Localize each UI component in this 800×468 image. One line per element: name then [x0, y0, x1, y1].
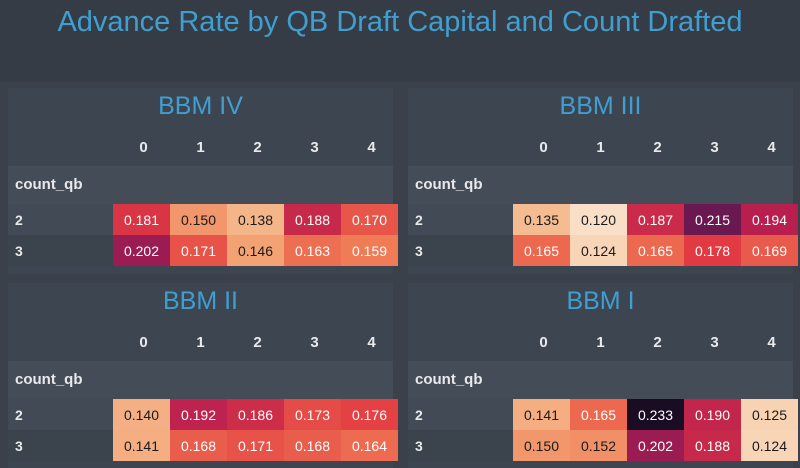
- heatmap-cell: 0.188: [284, 204, 341, 235]
- heatmap-panel: BBM IV 0 1 2 3 4 count_qb 2 0.181 0.150 0.138 0.188…: [8, 88, 398, 274]
- column-header: 1: [196, 139, 205, 156]
- panel-title: BBM I: [566, 287, 635, 315]
- heatmap-cell: 0.202: [627, 430, 684, 461]
- heatmap-cell: 0.124: [570, 235, 627, 266]
- heatmap-cell: 0.168: [284, 430, 341, 461]
- heatmap-cell: 0.163: [284, 235, 341, 266]
- heatmap-cell: 0.178: [684, 235, 741, 266]
- heatmap-cell: 0.170: [341, 204, 398, 235]
- column-header: 3: [310, 139, 319, 156]
- row-label: 2: [15, 212, 23, 228]
- column-header: 4: [367, 139, 376, 156]
- heatmap-cell: 0.168: [170, 430, 227, 461]
- heatmap-cell: 0.125: [741, 399, 798, 430]
- column-header: 4: [767, 139, 776, 156]
- column-header: 0: [539, 334, 548, 351]
- column-header: 3: [710, 334, 719, 351]
- heatmap-cell: 0.188: [684, 430, 741, 461]
- heatmap-cell: 0.215: [684, 204, 741, 235]
- heatmap-cell: 0.202: [113, 235, 170, 266]
- heatmap-cell: 0.176: [341, 399, 398, 430]
- index-name: count_qb: [415, 176, 483, 193]
- heatmap-cell: 0.138: [227, 204, 284, 235]
- heatmap-cell: 0.165: [513, 235, 570, 266]
- heatmap-cell: 0.194: [741, 204, 798, 235]
- heatmap-panel: BBM I 0 1 2 3 4 count_qb 2 0.141 0.165 0.233 0.190 0…: [408, 283, 798, 468]
- heatmap-cell: 0.165: [627, 235, 684, 266]
- heatmap-cell: 0.181: [113, 204, 170, 235]
- column-header: 2: [653, 139, 662, 156]
- title-bar: Advance Rate by QB Draft Capital and Cou…: [0, 0, 800, 82]
- column-header: 3: [710, 139, 719, 156]
- column-header: 1: [596, 139, 605, 156]
- row-label: 3: [415, 243, 423, 259]
- heatmap-cell: 0.141: [113, 430, 170, 461]
- heatmap-cell: 0.190: [684, 399, 741, 430]
- chart-title: Advance Rate by QB Draft Capital and Cou…: [57, 6, 743, 38]
- row-label: 3: [15, 243, 23, 259]
- index-header-band: [8, 361, 393, 399]
- heatmap-cell: 0.152: [570, 430, 627, 461]
- heatmap-cell: 0.150: [170, 204, 227, 235]
- heatmap-panel: BBM II 0 1 2 3 4 count_qb 2 0.140 0.192 0.186 0.173…: [8, 283, 398, 468]
- panel-title: BBM IV: [158, 92, 243, 120]
- heatmap-cell: 0.140: [113, 399, 170, 430]
- row-label: 2: [15, 407, 23, 423]
- column-header: 1: [196, 334, 205, 351]
- heatmap-panel: BBM III 0 1 2 3 4 count_qb 2 0.135 0.120 0.187 0.21…: [408, 88, 798, 274]
- index-header-band: [408, 361, 793, 399]
- heatmap-cell: 0.150: [513, 430, 570, 461]
- column-header: 2: [653, 334, 662, 351]
- panel-title: BBM III: [559, 92, 642, 120]
- heatmap-cell: 0.120: [570, 204, 627, 235]
- column-header: 2: [253, 334, 262, 351]
- column-header: 4: [367, 334, 376, 351]
- heatmap-cell: 0.141: [513, 399, 570, 430]
- row-label: 3: [15, 438, 23, 454]
- row-label: 3: [415, 438, 423, 454]
- heatmap-cell: 0.187: [627, 204, 684, 235]
- row-label: 2: [415, 212, 423, 228]
- index-name: count_qb: [415, 371, 483, 388]
- index-header-band: [8, 166, 393, 204]
- heatmap-cell: 0.233: [627, 399, 684, 430]
- heatmap-cell: 0.146: [227, 235, 284, 266]
- index-name: count_qb: [15, 176, 83, 193]
- column-header: 0: [139, 334, 148, 351]
- heatmap-cell: 0.186: [227, 399, 284, 430]
- heatmap-cell: 0.192: [170, 399, 227, 430]
- index-header-band: [408, 166, 793, 204]
- column-header: 2: [253, 139, 262, 156]
- heatmap-cell: 0.169: [741, 235, 798, 266]
- heatmap-cell: 0.124: [741, 430, 798, 461]
- row-label: 2: [415, 407, 423, 423]
- column-header: 1: [596, 334, 605, 351]
- heatmap-cell: 0.164: [341, 430, 398, 461]
- heatmap-cell: 0.173: [284, 399, 341, 430]
- panel-title: BBM II: [162, 287, 238, 315]
- heatmap-cell: 0.171: [170, 235, 227, 266]
- column-header: 0: [139, 139, 148, 156]
- column-header: 3: [310, 334, 319, 351]
- heatmap-cell: 0.135: [513, 204, 570, 235]
- heatmap-cell: 0.171: [227, 430, 284, 461]
- heatmap-cell: 0.159: [341, 235, 398, 266]
- column-header: 4: [767, 334, 776, 351]
- index-name: count_qb: [15, 371, 83, 388]
- column-header: 0: [539, 139, 548, 156]
- heatmap-cell: 0.165: [570, 399, 627, 430]
